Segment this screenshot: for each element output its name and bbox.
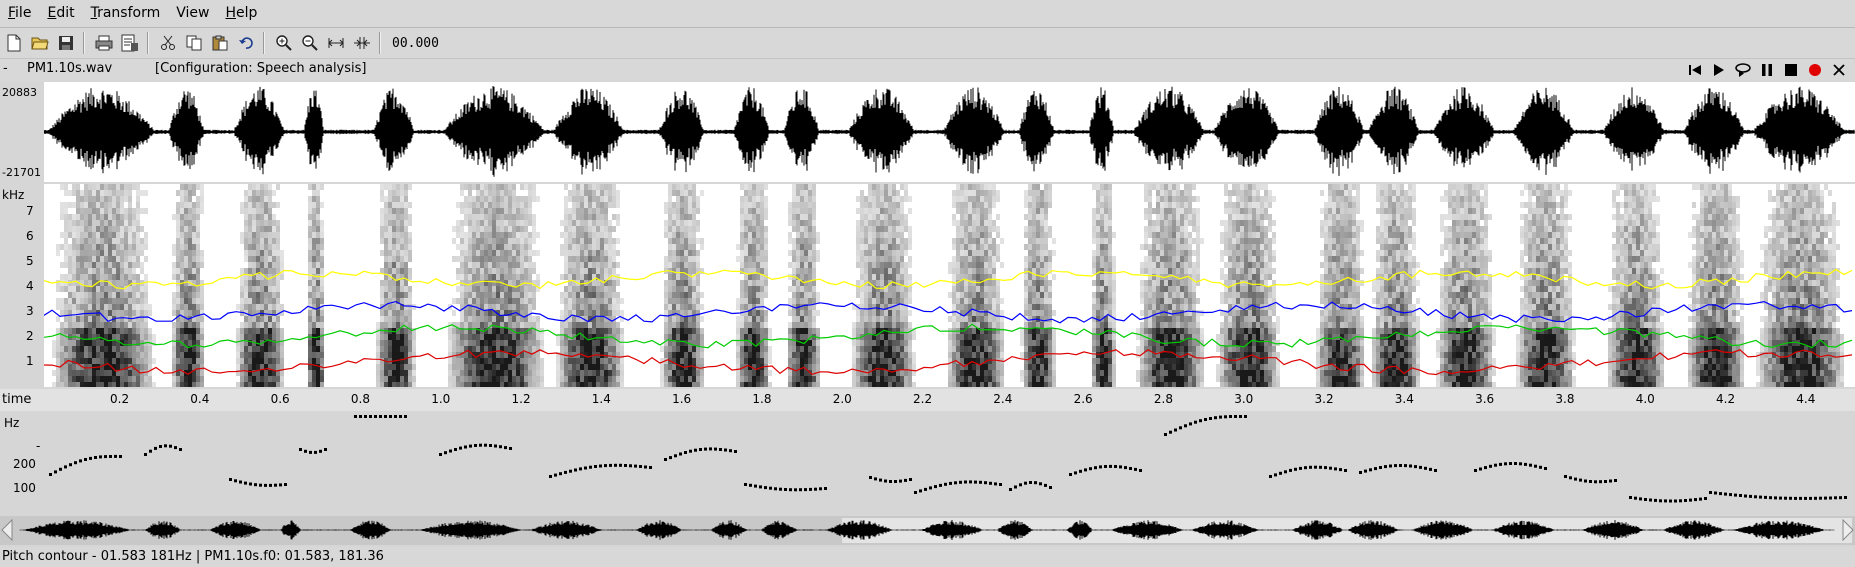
time-axis: time 0.2 0.4 0.6 0.8 1.0 1.2 1.4 1.6 1.8 2.0 2.2 2.… bbox=[0, 389, 1855, 411]
menu-edit[interactable]: Edit bbox=[47, 5, 75, 21]
time-tick: 1.4 bbox=[591, 392, 611, 406]
time-tick: 2.6 bbox=[1073, 392, 1093, 406]
zoom-out-icon[interactable] bbox=[298, 31, 322, 55]
waveform-plot[interactable] bbox=[43, 82, 1855, 182]
save-disk-icon[interactable] bbox=[54, 31, 78, 55]
zoom-fit-icon[interactable] bbox=[324, 31, 348, 55]
copy-icon[interactable] bbox=[182, 31, 206, 55]
overview-scrollbar[interactable] bbox=[0, 516, 1855, 545]
spectrogram-panel: kHz 7 6 5 4 3 2 1 bbox=[0, 184, 1855, 388]
time-tick: 0.4 bbox=[190, 392, 210, 406]
transport-controls bbox=[1685, 60, 1849, 80]
khz-tick: 5 bbox=[26, 254, 34, 268]
time-tick: 1.0 bbox=[431, 392, 451, 406]
formant-track-2 bbox=[43, 300, 1853, 324]
waveform-trace bbox=[43, 86, 1855, 177]
time-tick: 2.8 bbox=[1153, 392, 1173, 406]
formant-track-3 bbox=[43, 323, 1853, 349]
khz-tick: 7 bbox=[26, 204, 34, 218]
formant-track-4 bbox=[43, 348, 1853, 376]
print-icon[interactable] bbox=[92, 31, 116, 55]
toolbar-separator bbox=[263, 32, 265, 54]
time-tick: 0.8 bbox=[350, 392, 370, 406]
loop-play-icon[interactable] bbox=[1733, 60, 1753, 80]
time-tick: 0.2 bbox=[110, 392, 130, 406]
time-tick: 2.0 bbox=[832, 392, 852, 406]
waveform-ymin: -21701 bbox=[2, 166, 41, 179]
time-tick: 2.4 bbox=[993, 392, 1013, 406]
scroll-right-icon[interactable] bbox=[1842, 518, 1854, 542]
undo-icon[interactable] bbox=[234, 31, 258, 55]
time-tick: 3.8 bbox=[1555, 392, 1575, 406]
file-name: PM1.10s.wav bbox=[27, 61, 113, 76]
menu-file[interactable]: File bbox=[8, 5, 32, 21]
pitch-tick: - bbox=[36, 439, 41, 453]
time-tick: 3.0 bbox=[1234, 392, 1254, 406]
menu-help[interactable]: Help bbox=[225, 5, 258, 21]
time-display[interactable]: 00.000 bbox=[392, 35, 439, 51]
scroll-left-icon[interactable] bbox=[1, 518, 13, 542]
cut-icon[interactable] bbox=[156, 31, 180, 55]
pitch-panel: Hz - 200 100 bbox=[0, 413, 1855, 513]
time-tick: 4.2 bbox=[1716, 392, 1736, 406]
khz-tick: 6 bbox=[26, 229, 34, 243]
time-tick: 1.6 bbox=[672, 392, 692, 406]
toolbar: 00.000 bbox=[0, 28, 1855, 59]
time-tick: 0.6 bbox=[270, 392, 290, 406]
status-text: Pitch contour - 01.583 181Hz | PM1.10s.f… bbox=[2, 549, 384, 564]
time-tick: 3.4 bbox=[1394, 392, 1414, 406]
pitch-tick: 100 bbox=[13, 481, 36, 495]
khz-tick: 3 bbox=[26, 304, 34, 318]
configuration-label: [Configuration: Speech analysis] bbox=[155, 61, 367, 76]
pitch-contour bbox=[49, 415, 1847, 503]
skip-to-start-icon[interactable] bbox=[1685, 60, 1705, 80]
file-dash: - bbox=[3, 61, 8, 76]
open-folder-icon[interactable] bbox=[28, 31, 52, 55]
properties-icon[interactable] bbox=[118, 31, 142, 55]
record-icon[interactable] bbox=[1805, 60, 1825, 80]
time-tick: 3.6 bbox=[1475, 392, 1495, 406]
menu-view[interactable]: View bbox=[176, 5, 210, 21]
pause-icon[interactable] bbox=[1757, 60, 1777, 80]
time-axis-label: time bbox=[2, 392, 32, 407]
paste-icon[interactable] bbox=[208, 31, 232, 55]
play-icon[interactable] bbox=[1709, 60, 1729, 80]
spectrogram-plot[interactable] bbox=[43, 184, 1855, 388]
time-tick: 1.8 bbox=[752, 392, 772, 406]
zoom-in-icon[interactable] bbox=[272, 31, 296, 55]
formant-track-1 bbox=[43, 268, 1853, 290]
time-tick: 3.2 bbox=[1314, 392, 1334, 406]
spectrogram-image bbox=[52, 184, 1844, 388]
waveform-panel: 20883 -21701 bbox=[0, 82, 1855, 182]
toolbar-separator bbox=[379, 32, 381, 54]
time-tick: 1.2 bbox=[511, 392, 531, 406]
close-icon[interactable] bbox=[1829, 60, 1849, 80]
pitch-tick: 200 bbox=[13, 457, 36, 471]
spectrogram-unit-label: kHz bbox=[2, 188, 25, 202]
zoom-selection-icon[interactable] bbox=[350, 31, 374, 55]
toolbar-separator bbox=[147, 32, 149, 54]
khz-tick: 4 bbox=[26, 279, 34, 293]
waveform-ymax: 20883 bbox=[2, 86, 37, 99]
status-bar: Pitch contour - 01.583 181Hz | PM1.10s.f… bbox=[0, 547, 1855, 567]
time-tick: 4.0 bbox=[1635, 392, 1655, 406]
menu-bar: File Edit Transform View Help bbox=[0, 0, 1855, 28]
pitch-unit-label: Hz bbox=[4, 416, 20, 430]
pitch-plot[interactable] bbox=[44, 413, 1855, 513]
new-file-icon[interactable] bbox=[2, 31, 26, 55]
time-tick: 4.4 bbox=[1796, 392, 1816, 406]
khz-tick: 1 bbox=[26, 354, 34, 368]
time-tick: 2.2 bbox=[913, 392, 933, 406]
overview-waveform bbox=[19, 520, 1835, 540]
menu-transform[interactable]: Transform bbox=[90, 5, 161, 21]
toolbar-separator bbox=[83, 32, 85, 54]
stop-icon[interactable] bbox=[1781, 60, 1801, 80]
khz-tick: 2 bbox=[26, 329, 34, 343]
file-info-bar: - PM1.10s.wav [Configuration: Speech ana… bbox=[0, 59, 1855, 81]
